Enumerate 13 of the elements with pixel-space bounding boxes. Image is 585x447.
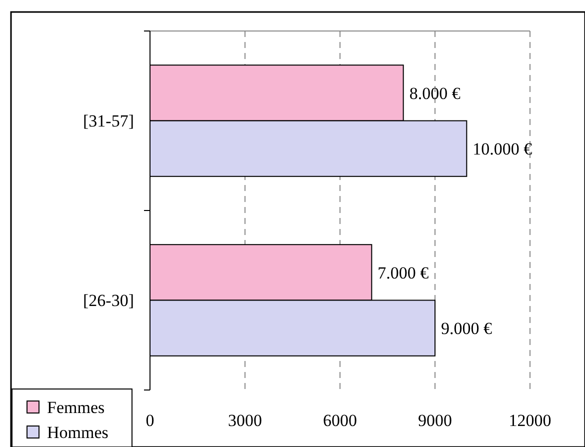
x-tick-label: 0 <box>146 411 154 430</box>
data-label: 8.000 € <box>409 84 461 103</box>
x-tick-label: 9000 <box>418 411 452 430</box>
legend-label: Femmes <box>47 398 105 417</box>
x-tick-label: 6000 <box>323 411 357 430</box>
x-tick-label: 3000 <box>228 411 262 430</box>
y-tick-label: [26-30] <box>83 291 134 310</box>
data-label: 10.000 € <box>472 140 533 159</box>
data-label: 9.000 € <box>441 319 492 338</box>
y-tick-label: [31-57] <box>83 112 134 131</box>
data-label: 7.000 € <box>378 263 430 282</box>
legend-label: Hommes <box>47 422 108 442</box>
x-tick-label: 12000 <box>508 411 552 430</box>
